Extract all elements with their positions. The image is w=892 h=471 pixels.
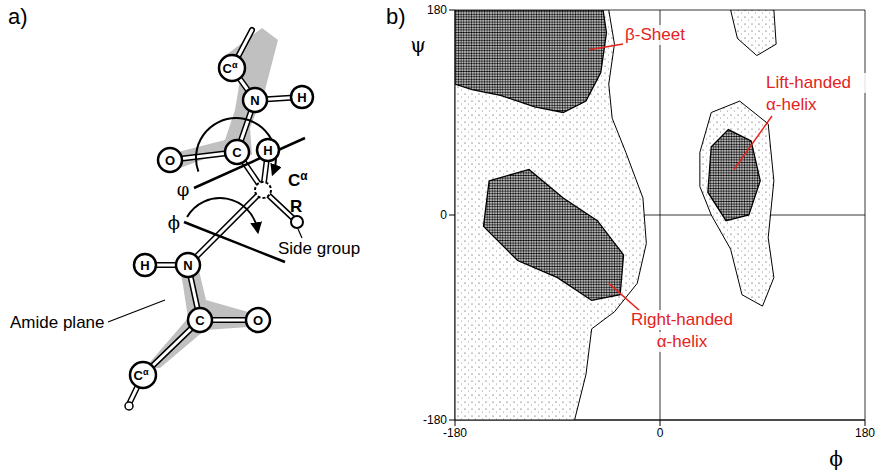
svg-text:Right-handed: Right-handed — [631, 310, 733, 329]
svg-text:Cα: Cα — [223, 60, 238, 76]
svg-text:H: H — [263, 143, 272, 158]
svg-text:β-Sheet: β-Sheet — [625, 25, 685, 44]
svg-text:C: C — [232, 145, 242, 160]
svg-text:O: O — [253, 313, 263, 328]
svg-text:180: 180 — [427, 3, 447, 17]
svg-text:R: R — [290, 197, 302, 216]
svg-text:H: H — [297, 90, 306, 105]
svg-text:C: C — [195, 313, 205, 328]
svg-text:ψ: ψ — [410, 33, 426, 57]
svg-text:0: 0 — [440, 208, 447, 222]
svg-text:Side group: Side group — [278, 239, 360, 258]
svg-text:Cα: Cα — [134, 367, 149, 383]
svg-text:Cα: Cα — [288, 169, 308, 190]
svg-text:a): a) — [8, 4, 28, 29]
svg-text:Lift-handed: Lift-handed — [766, 73, 851, 92]
svg-text:α-helix: α-helix — [766, 95, 817, 114]
svg-text:-180: -180 — [423, 413, 447, 427]
svg-text:0: 0 — [657, 426, 664, 440]
svg-text:-180: -180 — [443, 426, 467, 440]
svg-text:O: O — [165, 153, 175, 168]
svg-text:ϕ: ϕ — [168, 212, 180, 233]
svg-text:b): b) — [386, 4, 406, 29]
svg-text:180: 180 — [855, 426, 875, 440]
svg-text:φ: φ — [177, 179, 190, 200]
svg-text:N: N — [250, 93, 259, 108]
svg-text:Amide plane: Amide plane — [10, 313, 105, 332]
svg-text:α-helix: α-helix — [657, 332, 708, 351]
svg-text:ϕ: ϕ — [829, 447, 843, 471]
svg-text:N: N — [183, 258, 192, 273]
svg-text:H: H — [140, 258, 149, 273]
